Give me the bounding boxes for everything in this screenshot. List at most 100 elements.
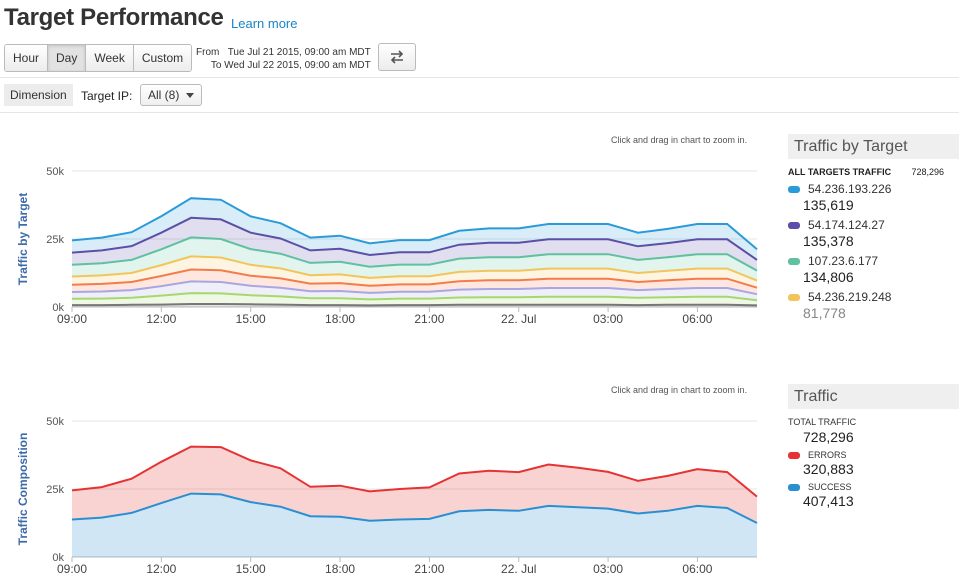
y-tick-label: 25k bbox=[46, 234, 64, 246]
target-entry[interactable]: 107.23.6.177 134,806 bbox=[788, 254, 959, 285]
target-value: 135,378 bbox=[803, 233, 854, 249]
errors-value: 320,883 bbox=[803, 461, 854, 477]
series-line bbox=[71, 280, 758, 296]
swatch-icon bbox=[788, 185, 800, 193]
x-tick-label: 21:00 bbox=[414, 562, 444, 576]
range-custom-button[interactable]: Custom bbox=[133, 45, 192, 71]
to-date: Wed Jul 22 2015, 09:00 am MDT bbox=[224, 60, 371, 71]
series-area bbox=[72, 237, 757, 281]
target-value: 135,619 bbox=[803, 197, 854, 213]
target-ip-value: All (8) bbox=[148, 88, 180, 102]
y-tick-label: 25k bbox=[46, 484, 64, 496]
x-tick-label: 03:00 bbox=[593, 312, 623, 326]
success-value: 407,413 bbox=[803, 493, 854, 509]
target-value: 134,806 bbox=[803, 269, 854, 285]
x-tick-label: 15:00 bbox=[236, 312, 266, 326]
x-tick-label: 18:00 bbox=[325, 562, 355, 576]
target-entry[interactable]: 54.236.193.226 135,619 bbox=[788, 182, 959, 213]
swatch-icon bbox=[788, 257, 800, 265]
series-line bbox=[71, 236, 758, 272]
series-area bbox=[72, 217, 757, 271]
traffic-by-target-chart[interactable]: 0k 25k 50k Traffic by Target 09:00 12:00 15:00… bbox=[0, 150, 780, 330]
all-targets-value: 728,296 bbox=[911, 167, 944, 177]
page-title: Target Performance bbox=[4, 4, 224, 31]
learn-more-link[interactable]: Learn more bbox=[231, 16, 298, 31]
dimension-label: Dimension bbox=[4, 84, 73, 106]
total-traffic-label: TOTAL TRAFFIC bbox=[788, 417, 857, 427]
swatch-icon bbox=[788, 451, 800, 459]
errors-label: ERRORS bbox=[808, 450, 847, 460]
series-area bbox=[72, 198, 757, 260]
swatch-icon bbox=[788, 221, 800, 229]
range-button-group: Hour Day Week Custom bbox=[4, 44, 193, 72]
y-axis-label: Traffic by Target bbox=[16, 193, 30, 285]
success-entry[interactable]: SUCCESS 407,413 bbox=[788, 482, 959, 509]
x-tick-label: 15:00 bbox=[236, 562, 266, 576]
x-tick-label: 12:00 bbox=[146, 312, 176, 326]
series-area bbox=[72, 256, 757, 288]
series-area bbox=[72, 269, 757, 295]
series-line bbox=[71, 268, 758, 289]
x-tick-label: 12:00 bbox=[146, 562, 176, 576]
time-range: From Tue Jul 21 2015, 09:00 am MDT To We… bbox=[196, 46, 371, 72]
series-line bbox=[71, 216, 758, 261]
series-line bbox=[72, 303, 758, 307]
x-tick-label: 22. Jul bbox=[501, 312, 536, 326]
x-tick-label: 06:00 bbox=[682, 562, 712, 576]
target-name: 54.236.193.226 bbox=[808, 182, 892, 196]
series-area bbox=[72, 281, 757, 301]
series-line bbox=[71, 197, 758, 251]
target-entry[interactable]: 54.174.124.27 135,378 bbox=[788, 218, 959, 249]
target-value: 81,778 bbox=[803, 305, 846, 321]
x-tick-label: 18:00 bbox=[325, 312, 355, 326]
swatch-icon bbox=[788, 293, 800, 301]
traffic-panel: Traffic TOTAL TRAFFIC 728,296 ERRORS 320… bbox=[788, 384, 959, 509]
x-tick-label: 09:00 bbox=[57, 562, 87, 576]
from-label: From bbox=[196, 47, 220, 58]
swap-range-button[interactable] bbox=[378, 43, 416, 71]
swatch-icon bbox=[788, 483, 800, 491]
target-name: 54.174.124.27 bbox=[808, 218, 885, 232]
panel-title: Traffic by Target bbox=[788, 134, 959, 159]
series-line bbox=[71, 255, 758, 282]
panel-title: Traffic bbox=[788, 384, 959, 409]
target-ip-select[interactable]: All (8) bbox=[140, 84, 203, 106]
range-day-button[interactable]: Day bbox=[48, 45, 87, 71]
range-week-button[interactable]: Week bbox=[86, 45, 134, 71]
series-line bbox=[71, 492, 758, 524]
y-tick-label: 0k bbox=[52, 552, 64, 564]
traffic-composition-chart[interactable]: 0k 25k 50k Traffic Composition 09:00 12:00 15:… bbox=[0, 400, 780, 580]
range-hour-button[interactable]: Hour bbox=[5, 45, 49, 71]
x-tick-label: 06:00 bbox=[682, 312, 712, 326]
traffic-by-target-panel: Traffic by Target ALL TARGETS TRAFFIC 72… bbox=[788, 134, 959, 322]
x-tick-label: 21:00 bbox=[414, 312, 444, 326]
target-entry[interactable]: 54.236.219.248 81,778 bbox=[788, 290, 959, 321]
divider bbox=[0, 77, 959, 78]
y-tick-label: 50k bbox=[46, 416, 64, 428]
y-tick-label: 50k bbox=[46, 166, 64, 178]
zoom-hint-bottom: Click and drag in chart to zoom in. bbox=[611, 385, 748, 395]
target-name: 54.236.219.248 bbox=[808, 290, 892, 304]
to-label: To bbox=[210, 60, 222, 71]
zoom-hint-top: Click and drag in chart to zoom in. bbox=[611, 135, 748, 145]
x-tick-label: 09:00 bbox=[57, 312, 87, 326]
target-list[interactable]: ALL TARGETS TRAFFIC 728,296 54.236.193.2… bbox=[788, 159, 959, 322]
series-line bbox=[71, 445, 758, 498]
y-tick-label: 0k bbox=[52, 302, 64, 314]
target-ip-label: Target IP: bbox=[81, 89, 133, 103]
chevron-down-icon bbox=[186, 93, 195, 98]
series-area bbox=[72, 446, 757, 523]
errors-entry[interactable]: ERRORS 320,883 bbox=[788, 450, 959, 477]
x-tick-label: 03:00 bbox=[593, 562, 623, 576]
swap-arrows-icon bbox=[390, 50, 404, 64]
series-area bbox=[72, 493, 757, 557]
target-name: 107.23.6.177 bbox=[808, 254, 879, 268]
all-targets-row: ALL TARGETS TRAFFIC 728,296 bbox=[788, 167, 959, 177]
y-axis-label: Traffic Composition bbox=[16, 433, 30, 546]
series-line bbox=[71, 292, 758, 302]
all-targets-label: ALL TARGETS TRAFFIC bbox=[788, 167, 892, 177]
total-traffic-value: 728,296 bbox=[803, 429, 854, 445]
divider bbox=[0, 112, 959, 113]
x-tick-label: 22. Jul bbox=[501, 562, 536, 576]
success-label: SUCCESS bbox=[808, 482, 852, 492]
